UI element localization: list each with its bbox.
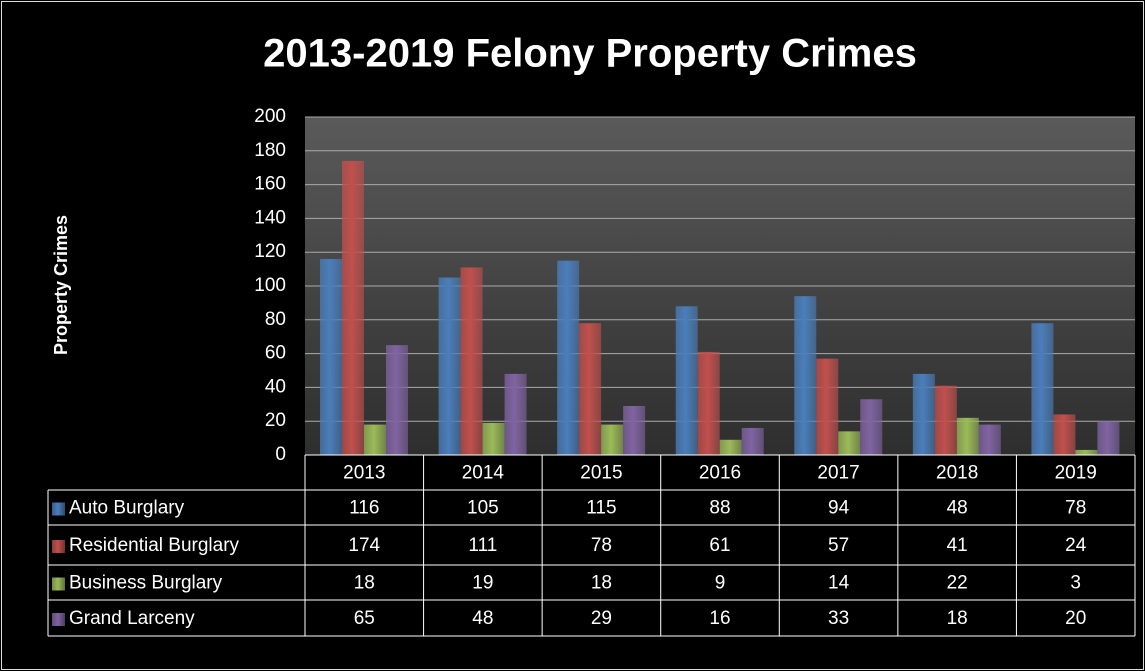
y-tick-label: 80 bbox=[265, 309, 286, 330]
bar bbox=[1075, 449, 1098, 455]
table-cell: 20 bbox=[1065, 608, 1086, 629]
table-cell: 105 bbox=[467, 498, 499, 519]
legend-swatch bbox=[52, 540, 65, 553]
table-cell: 48 bbox=[947, 498, 968, 519]
bar bbox=[1031, 323, 1054, 455]
bar bbox=[741, 427, 764, 455]
table-cell: 3 bbox=[1070, 573, 1081, 594]
bar bbox=[386, 345, 408, 455]
bar bbox=[342, 160, 364, 455]
legend-swatch bbox=[52, 577, 65, 591]
bar bbox=[557, 260, 580, 455]
bar bbox=[504, 373, 527, 455]
x-tick-label: 2015 bbox=[580, 463, 622, 484]
bar bbox=[364, 424, 386, 455]
bar bbox=[794, 296, 817, 455]
bar bbox=[697, 351, 720, 455]
bar bbox=[482, 422, 505, 455]
table-cell: 78 bbox=[591, 535, 612, 556]
y-axis-label: Property Crimes bbox=[51, 215, 71, 355]
table-cell: 16 bbox=[709, 608, 730, 629]
table-cell: 61 bbox=[709, 535, 730, 556]
table-cell: 65 bbox=[354, 608, 375, 629]
legend-swatch bbox=[52, 613, 65, 626]
y-tick-label: 20 bbox=[265, 410, 286, 431]
table-cell: 14 bbox=[828, 573, 850, 594]
x-tick-label: 2013 bbox=[343, 463, 385, 484]
table-cell: 115 bbox=[586, 498, 616, 519]
y-tick-label: 180 bbox=[254, 140, 286, 161]
table-cell: 48 bbox=[472, 608, 493, 629]
legend-label: Grand Larceny bbox=[69, 608, 195, 629]
bar bbox=[460, 267, 483, 455]
x-tick-label: 2017 bbox=[817, 463, 859, 484]
table-cell: 88 bbox=[709, 498, 730, 519]
legend-label: Auto Burglary bbox=[69, 498, 185, 519]
table-cell: 111 bbox=[468, 535, 497, 556]
table-cell: 57 bbox=[828, 535, 849, 556]
legend-label: Business Burglary bbox=[69, 573, 223, 594]
bar bbox=[956, 417, 979, 455]
table-cell: 9 bbox=[715, 573, 726, 594]
table-cell: 18 bbox=[354, 573, 375, 594]
bar bbox=[719, 439, 742, 455]
table-cell: 24 bbox=[1065, 535, 1087, 556]
bar bbox=[838, 431, 861, 455]
bar bbox=[579, 323, 602, 455]
table-cell: 174 bbox=[348, 535, 380, 556]
bar bbox=[816, 358, 839, 455]
y-tick-label: 0 bbox=[275, 444, 286, 465]
y-tick-label: 120 bbox=[254, 241, 286, 262]
table-cell: 116 bbox=[349, 498, 379, 519]
bar bbox=[912, 373, 935, 455]
bar bbox=[934, 385, 957, 455]
table-cell: 94 bbox=[828, 498, 850, 519]
table-cell: 18 bbox=[591, 573, 612, 594]
bar bbox=[320, 258, 342, 455]
table-cell: 19 bbox=[472, 573, 493, 594]
bar bbox=[438, 277, 461, 455]
chart-title: 2013-2019 Felony Property Crimes bbox=[263, 32, 917, 76]
y-tick-label: 140 bbox=[254, 207, 286, 228]
table-cell: 78 bbox=[1065, 498, 1086, 519]
table-cell: 22 bbox=[947, 573, 968, 594]
bar bbox=[860, 399, 883, 455]
bar bbox=[1053, 414, 1076, 455]
bar bbox=[978, 424, 1001, 455]
x-tick-label: 2018 bbox=[936, 463, 978, 484]
y-tick-label: 100 bbox=[254, 275, 286, 296]
bar bbox=[675, 306, 698, 455]
legend-swatch bbox=[52, 502, 65, 516]
x-tick-label: 2019 bbox=[1055, 463, 1097, 484]
legend-label: Residential Burglary bbox=[69, 535, 240, 556]
x-tick-label: 2016 bbox=[699, 463, 741, 484]
table-cell: 33 bbox=[828, 608, 849, 629]
y-tick-label: 160 bbox=[254, 174, 286, 195]
table-cell: 29 bbox=[591, 608, 612, 629]
bar bbox=[1097, 421, 1120, 455]
table-cell: 41 bbox=[947, 535, 968, 556]
y-tick-label: 60 bbox=[265, 343, 286, 364]
x-tick-label: 2014 bbox=[462, 463, 505, 484]
bar bbox=[623, 405, 646, 455]
bar bbox=[601, 424, 624, 455]
y-tick-label: 40 bbox=[265, 376, 286, 397]
y-tick-label: 200 bbox=[254, 106, 286, 127]
table-cell: 18 bbox=[947, 608, 968, 629]
